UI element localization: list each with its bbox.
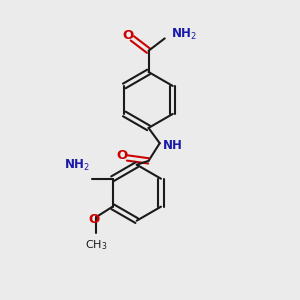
Text: O: O <box>116 149 128 162</box>
Text: NH: NH <box>163 139 183 152</box>
Text: O: O <box>122 29 134 42</box>
Text: NH$_2$: NH$_2$ <box>171 27 197 42</box>
Text: NH$_2$: NH$_2$ <box>64 158 90 173</box>
Text: CH$_3$: CH$_3$ <box>85 238 108 252</box>
Text: O: O <box>88 213 100 226</box>
